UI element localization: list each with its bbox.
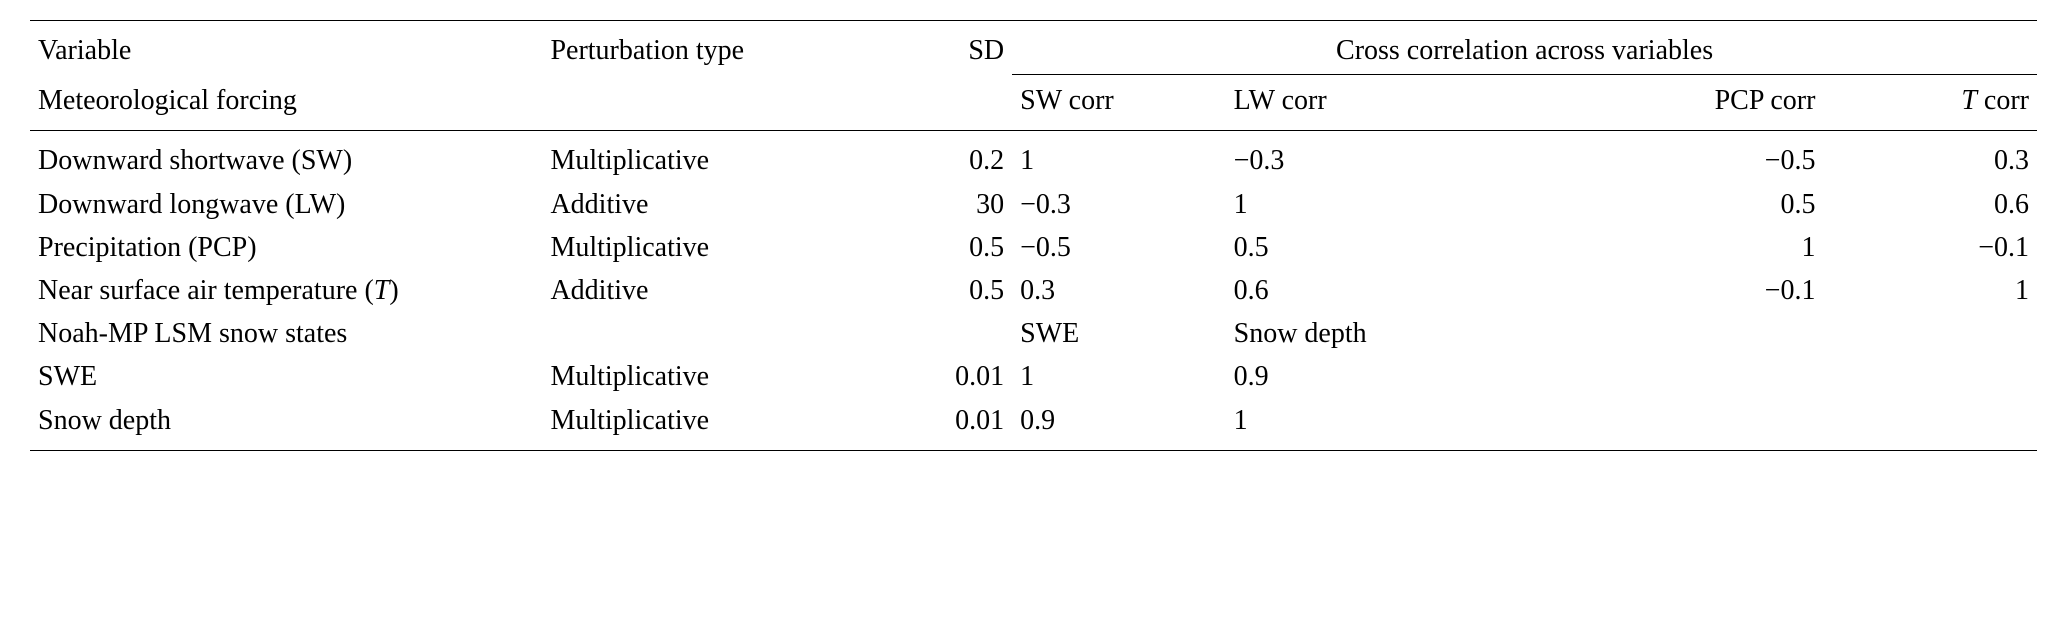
cell-c3: 1 [1525, 226, 1824, 269]
cell-c2: 0.5 [1226, 226, 1525, 269]
table-row: Downward longwave (LW) Additive 30 −0.3 … [30, 183, 2037, 226]
cell-c2: Snow depth [1226, 312, 1525, 355]
hdr-sd: SD [841, 21, 1012, 75]
cell-variable: Downward shortwave (SW) [30, 131, 542, 183]
cell-sd [841, 312, 1012, 355]
cell-variable: Downward longwave (LW) [30, 183, 542, 226]
cell-c1: SWE [1012, 312, 1226, 355]
cell-c4 [1823, 312, 2037, 355]
table-row: Downward shortwave (SW) Multiplicative 0… [30, 131, 2037, 183]
cell-sd: 0.01 [841, 355, 1012, 398]
cell-pt: Additive [542, 183, 841, 226]
temp-prefix: Near surface air temperature ( [38, 275, 374, 306]
cell-c1: 0.9 [1012, 399, 1226, 451]
temp-suffix: ) [389, 275, 398, 306]
cell-c3 [1525, 312, 1824, 355]
cell-c2: −0.3 [1226, 131, 1525, 183]
cell-sd: 30 [841, 183, 1012, 226]
hdr-t-suffix: corr [1977, 85, 2029, 116]
hdr-met-forcing: Meteorological forcing [30, 75, 542, 131]
cell-c3 [1525, 399, 1824, 451]
cell-c1: 1 [1012, 355, 1226, 398]
cell-c1: −0.3 [1012, 183, 1226, 226]
hdr-perturbation: Perturbation type [542, 21, 841, 75]
hdr-pcp-corr: PCP corr [1525, 75, 1824, 131]
hdr-lw-corr: LW corr [1226, 75, 1525, 131]
cell-variable: Precipitation (PCP) [30, 226, 542, 269]
hdr-empty-pt [542, 75, 841, 131]
cell-c1: 0.3 [1012, 269, 1226, 312]
table-row: SWE Multiplicative 0.01 1 0.9 [30, 355, 2037, 398]
header-row-2: Meteorological forcing SW corr LW corr P… [30, 75, 2037, 131]
cell-c3 [1525, 355, 1824, 398]
perturbation-table: Variable Perturbation type SD Cross corr… [30, 20, 2037, 451]
cell-variable: Near surface air temperature (T) [30, 269, 542, 312]
cell-sd: 0.5 [841, 269, 1012, 312]
cell-c3: −0.1 [1525, 269, 1824, 312]
cell-c3: 0.5 [1525, 183, 1824, 226]
cell-c4: 1 [1823, 269, 2037, 312]
cell-pt [542, 312, 841, 355]
cell-c2: 0.6 [1226, 269, 1525, 312]
cell-c4 [1823, 355, 2037, 398]
table-row: Near surface air temperature (T) Additiv… [30, 269, 2037, 312]
cell-c1: 1 [1012, 131, 1226, 183]
hdr-empty-sd [841, 75, 1012, 131]
cell-pt: Multiplicative [542, 399, 841, 451]
table-row: Precipitation (PCP) Multiplicative 0.5 −… [30, 226, 2037, 269]
cell-c4: 0.6 [1823, 183, 2037, 226]
cell-c2: 0.9 [1226, 355, 1525, 398]
hdr-variable: Variable [30, 21, 542, 75]
cell-c2: 1 [1226, 183, 1525, 226]
cell-c4: 0.3 [1823, 131, 2037, 183]
table-row: Snow depth Multiplicative 0.01 0.9 1 [30, 399, 2037, 451]
cell-pt: Multiplicative [542, 355, 841, 398]
snow-header-row: Noah-MP LSM snow states SWE Snow depth [30, 312, 2037, 355]
hdr-sw-corr: SW corr [1012, 75, 1226, 131]
hdr-t-italic: T [1961, 85, 1977, 116]
cell-c2: 1 [1226, 399, 1525, 451]
cell-pt: Multiplicative [542, 131, 841, 183]
hdr-t-corr: T corr [1823, 75, 2037, 131]
cell-c1: −0.5 [1012, 226, 1226, 269]
cell-variable: Noah-MP LSM snow states [30, 312, 542, 355]
header-row-1: Variable Perturbation type SD Cross corr… [30, 21, 2037, 75]
cell-sd: 0.5 [841, 226, 1012, 269]
cell-sd: 0.2 [841, 131, 1012, 183]
hdr-cross-span: Cross correlation across variables [1012, 21, 2037, 75]
cell-variable: SWE [30, 355, 542, 398]
cell-variable: Snow depth [30, 399, 542, 451]
cell-pt: Multiplicative [542, 226, 841, 269]
cell-c4: −0.1 [1823, 226, 2037, 269]
cell-c4 [1823, 399, 2037, 451]
cell-sd: 0.01 [841, 399, 1012, 451]
temp-italic: T [374, 275, 390, 306]
cell-pt: Additive [542, 269, 841, 312]
cell-c3: −0.5 [1525, 131, 1824, 183]
